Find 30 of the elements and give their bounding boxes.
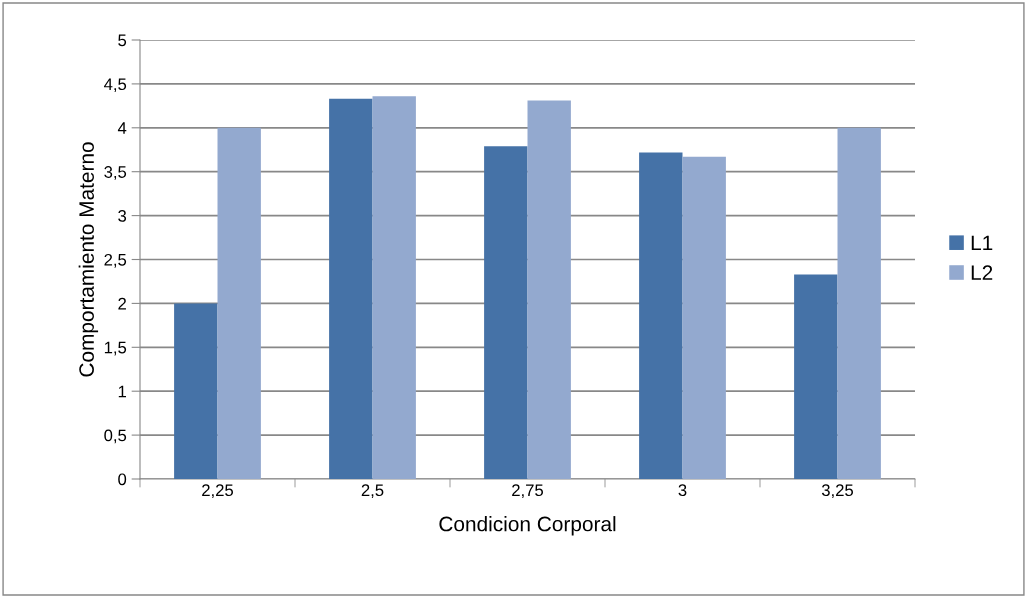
- y-tick-label: 2: [118, 297, 126, 310]
- bar: [484, 146, 528, 479]
- bar: [372, 96, 416, 479]
- bar: [639, 152, 683, 479]
- y-tick-label: 5: [118, 34, 127, 47]
- y-tick-label: 2,5: [104, 253, 127, 268]
- bar: [682, 156, 726, 479]
- legend-label: L2: [971, 265, 993, 280]
- bar: [837, 127, 881, 479]
- y-tick-label: 4: [117, 122, 127, 134]
- bar: [794, 274, 838, 479]
- y-tick-label: 1,5: [104, 341, 127, 356]
- legend-label: L1: [971, 235, 993, 250]
- bar: [329, 98, 373, 479]
- x-tick-label: 2,75: [512, 484, 544, 499]
- x-tick-label: 2,5: [361, 484, 384, 499]
- y-tick-label: 4,5: [104, 78, 127, 93]
- y-tick-label: 3,5: [104, 166, 127, 180]
- x-tick-label: 3: [678, 484, 687, 497]
- y-axis-title: Comportamiento Materno: [78, 142, 99, 377]
- y-tick-label: 1: [118, 385, 126, 398]
- x-tick-label: 2,25: [202, 484, 234, 499]
- x-axis-title: Condicion Corporal: [439, 516, 616, 536]
- bar: [174, 303, 218, 479]
- y-tick-label: 0: [118, 473, 127, 486]
- x-tick-label: 3,25: [821, 484, 854, 499]
- y-tick-label: 3: [118, 210, 127, 222]
- y-tick-label: 0,5: [104, 429, 127, 444]
- bar: [527, 100, 571, 479]
- bar: [217, 127, 261, 479]
